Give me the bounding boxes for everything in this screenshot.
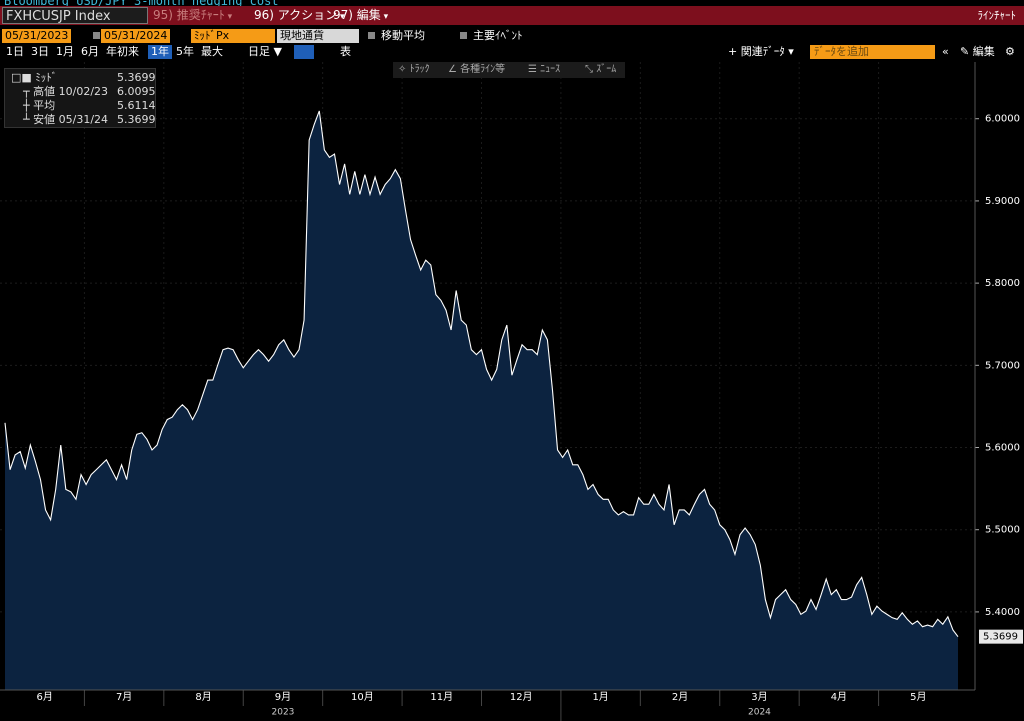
- x-tick-label: 12月: [510, 691, 533, 703]
- x-tick-label: 7月: [116, 691, 132, 703]
- legend-value: 5.3699: [117, 113, 156, 126]
- legend-label: 平均: [33, 99, 56, 112]
- related-text: 関連ﾃﾞｰﾀ: [740, 45, 785, 58]
- legend-marker: □■ ﾐｯﾄﾞ: [11, 71, 58, 84]
- price-line: [4, 110, 959, 637]
- legend-label: 高値: [33, 85, 56, 98]
- year-label: 2024: [748, 708, 771, 718]
- track-tool[interactable]: ✧ ﾄﾗｯｸ: [398, 64, 430, 75]
- period-button[interactable]: 1日: [6, 45, 24, 58]
- chart: 5.4000 5.5000 5.6000 5.7000 5.8000 5.9000 6.00…: [0, 62, 1023, 721]
- tool-text: ｽﾞｰﾑ: [596, 64, 617, 75]
- y-tick-label: 5.8000: [985, 278, 1020, 289]
- area-fill: [5, 110, 958, 690]
- collapse-button[interactable]: «: [942, 45, 949, 58]
- y-tick-label: 5.7000: [985, 360, 1020, 371]
- zoom-tool[interactable]: ⤡ ｽﾞｰﾑ: [585, 64, 617, 75]
- legend-date: 10/02/23: [58, 85, 109, 98]
- add-data-field[interactable]: ﾃﾞｰﾀを追加: [810, 45, 935, 59]
- y-tick-label: 6.0000: [985, 114, 1020, 125]
- period-button[interactable]: 1月: [56, 45, 74, 58]
- x-tick-label: 8月: [195, 691, 211, 703]
- table-button[interactable]: 表: [340, 45, 351, 58]
- lines-tool[interactable]: ∠ 各種ﾗｲﾝ等: [448, 64, 506, 75]
- start-date[interactable]: 05/31/2023: [2, 29, 72, 43]
- period-button[interactable]: 最大: [201, 45, 223, 58]
- ticker-field[interactable]: FXHCUSJP Index: [2, 7, 148, 24]
- currency-select[interactable]: 現地通貨: [277, 29, 359, 43]
- moving-average-toggle[interactable]: 移動平均: [368, 29, 425, 43]
- edit-button[interactable]: ✎ 編集: [960, 45, 995, 58]
- end-date[interactable]: 05/31/2024: [101, 29, 171, 43]
- year-label: 2023: [272, 708, 295, 718]
- period-button[interactable]: 6月: [81, 45, 99, 58]
- legend-date: 05/31/24: [58, 113, 109, 126]
- x-tick-label: 2月: [672, 691, 688, 703]
- x-tick-label: 3月: [751, 691, 767, 703]
- menu-item[interactable]: 96) アクション: [254, 7, 345, 26]
- events-toggle[interactable]: 主要ｲﾍﾞﾝﾄ: [460, 29, 523, 43]
- menu-item[interactable]: 97) 編集: [333, 7, 388, 26]
- settings-button[interactable]: ⚙: [1005, 45, 1015, 58]
- period-button[interactable]: 年初来: [106, 45, 139, 58]
- y-tick-label: 5.9000: [985, 196, 1020, 207]
- x-tick-label: 5月: [910, 691, 926, 703]
- field-select[interactable]: ﾐｯﾄﾞPx: [191, 29, 275, 43]
- menu-item[interactable]: 95) 推奨ﾁｬｰﾄ: [153, 7, 232, 26]
- legend: □■ ﾐｯﾄﾞ 5.3699 ┬ 高値 10/02/23 6.0095 ┼ 平均…: [4, 68, 156, 128]
- x-tick-label: 1月: [592, 691, 608, 703]
- period-button[interactable]: 1年: [148, 45, 172, 59]
- news-tool[interactable]: ☰ ﾆｭｰｽ: [528, 64, 561, 75]
- tool-text: ﾆｭｰｽ: [540, 64, 561, 75]
- x-tick-label: 10月: [351, 691, 374, 703]
- chart-toolbar: [393, 62, 625, 78]
- frequency-text: 日足: [248, 45, 270, 58]
- period-button[interactable]: 3日: [31, 45, 49, 58]
- chart-view[interactable]: ﾗｲﾝﾁｬｰﾄ: [977, 9, 1017, 22]
- y-tick-label: 5.6000: [985, 443, 1020, 454]
- legend-label: 安値: [33, 113, 56, 126]
- related-data[interactable]: + 関連ﾃﾞｰﾀ ▾: [728, 45, 794, 58]
- frequency-select[interactable]: 日足 ▼: [248, 45, 282, 58]
- line-chart-icon[interactable]: [294, 45, 314, 59]
- y-tick-label: 5.4000: [985, 607, 1020, 618]
- x-tick-label: 4月: [831, 691, 847, 703]
- last-value-label: 5.3699: [983, 632, 1018, 643]
- legend-high: ┬ 高値 10/02/23: [23, 85, 109, 98]
- legend-value: 5.6114: [117, 99, 156, 112]
- tool-text: ﾄﾗｯｸ: [409, 64, 430, 75]
- security-description: Bloomberg USD/JPY 3-month hedging cost: [4, 0, 279, 8]
- legend-value: 6.0095: [117, 85, 156, 98]
- last-value-tag: [979, 629, 1023, 644]
- x-tick-label: 6月: [37, 691, 53, 703]
- legend-label: ﾐｯﾄﾞ: [35, 71, 58, 84]
- edit-text: 編集: [972, 45, 995, 58]
- period-button[interactable]: 5年: [176, 45, 194, 58]
- x-tick-label: 11月: [430, 691, 453, 703]
- legend-value: 5.3699: [117, 71, 156, 84]
- legend-average: ┼ 平均: [23, 99, 56, 112]
- y-tick-label: 5.5000: [985, 525, 1020, 536]
- x-tick-label: 9月: [275, 691, 291, 703]
- tool-text: 各種ﾗｲﾝ等: [460, 64, 506, 75]
- legend-low: ┴ 安値 05/31/24: [23, 113, 109, 126]
